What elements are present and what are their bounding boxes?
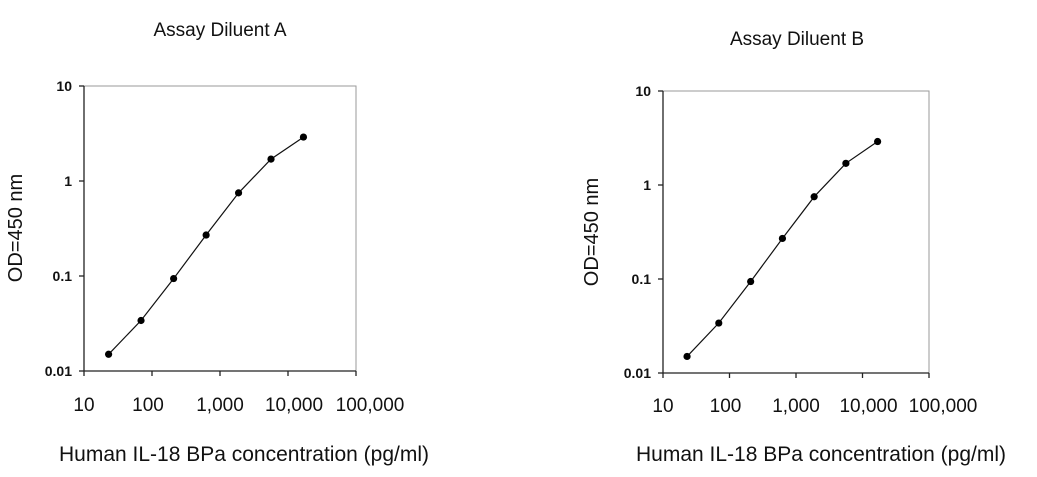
x-tick-label: 10	[73, 395, 94, 416]
chart-b-ylabel: OD=450 nm	[581, 178, 603, 286]
x-tick-label: 1,000	[196, 395, 244, 416]
chart-panel-b: Assay Diluent B 10 1 0.1 0.01 10 100 1,000 10,…	[575, 0, 1037, 477]
y-tick-label: 10	[635, 83, 651, 99]
x-tick-label: 100	[710, 396, 742, 417]
chart-b-points	[683, 137, 882, 361]
y-tick-label: 0.01	[624, 365, 651, 381]
chart-b-xlabel: Human IL-18 BPa concentration (pg/ml)	[636, 443, 1006, 466]
x-tick-label: 100,000	[909, 396, 978, 417]
data-point	[842, 159, 850, 167]
chart-a-xlabel: Human IL-18 BPa concentration (pg/ml)	[59, 443, 429, 466]
y-tick-label: 10	[56, 78, 72, 94]
chart-panel-a: Assay Diluent A 10 1 0.1 0.01 10 100 1,000 10,…	[5, 20, 429, 466]
data-point	[715, 319, 723, 327]
chart-b-plot-area	[662, 90, 930, 374]
data-point	[267, 155, 275, 163]
chart-a-ylabel: OD=450 nm	[5, 174, 27, 282]
chart-b-axes	[662, 91, 929, 374]
data-point	[202, 231, 210, 239]
x-tick-label: 10,000	[265, 395, 323, 416]
x-tick-label: 100	[132, 395, 164, 416]
chart-a-axes	[83, 86, 356, 372]
chart-a-plot-area	[83, 85, 357, 372]
y-tick-label: 0.01	[45, 363, 72, 379]
data-point	[683, 352, 691, 361]
data-point	[137, 316, 145, 325]
x-tick-label: 10,000	[839, 396, 897, 417]
x-tick-label: 10	[652, 396, 673, 417]
data-point	[778, 234, 787, 243]
chart-a-x-ticks: 10 100 1,000 10,000 100,000	[73, 371, 404, 416]
x-tick-label: 100,000	[336, 395, 405, 416]
data-point	[299, 133, 308, 141]
data-point	[104, 350, 113, 358]
chart-b-y-ticks: 10 1 0.1 0.01	[624, 83, 663, 381]
data-point	[234, 189, 243, 197]
chart-a-svg: Assay Diluent A 10 1 0.1 0.01 10 100 1,000 10,…	[5, 20, 429, 466]
chart-a-y-ticks: 10 1 0.1 0.01	[45, 78, 84, 379]
chart-a-points	[104, 133, 308, 358]
y-tick-label: 1	[643, 177, 651, 193]
data-point	[170, 274, 178, 283]
x-tick-label: 1,000	[772, 396, 820, 417]
y-tick-label: 1	[64, 173, 72, 189]
chart-b-svg: Assay Diluent B 10 1 0.1 0.01 10 100 1,000 10,…	[581, 29, 1006, 466]
data-point	[810, 193, 818, 201]
data-point	[747, 277, 755, 286]
y-tick-label: 0.1	[632, 271, 652, 287]
chart-b-x-ticks: 10 100 1,000 10,000 100,000	[652, 373, 977, 417]
chart-b-title: Assay Diluent B	[730, 29, 864, 50]
chart-a-title: Assay Diluent A	[153, 20, 286, 41]
y-tick-label: 0.1	[53, 268, 73, 284]
data-point	[874, 137, 882, 146]
